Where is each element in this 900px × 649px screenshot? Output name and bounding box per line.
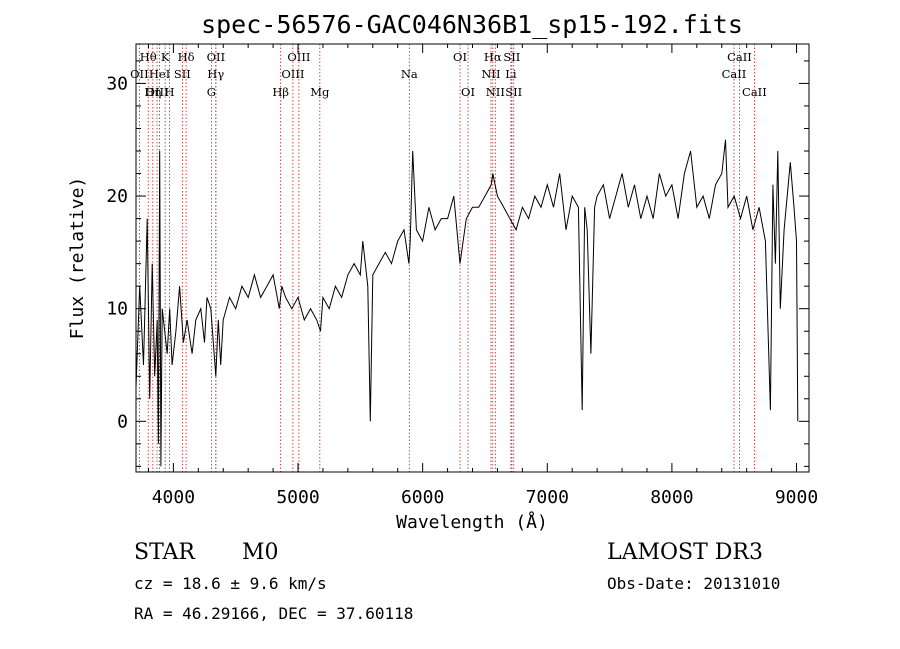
spectral-line-label-8: Hδ (178, 50, 195, 64)
obs-date-readout: Obs-Date: 20131010 (607, 574, 780, 593)
spectral-line-label-27: CaII (742, 85, 767, 99)
spectral-line-label-24: SII (505, 85, 522, 99)
spectral-line-label-18: OI (461, 85, 475, 99)
x-axis-label: Wavelength (Å) (396, 511, 548, 533)
spectral-line-label-25: CaII (727, 50, 752, 64)
x-tick-label-0: 4000 (152, 487, 195, 508)
x-tick-label-3: 7000 (526, 487, 569, 508)
redshift-readout: cz = 18.6 ± 9.6 km/s (134, 574, 327, 593)
spectral-line-label-6: SII (174, 67, 191, 81)
spectral-line-label-14: Hβ (272, 85, 289, 99)
y-axis-label: Flux (relative) (67, 177, 88, 340)
spectral-line-labels: Hθ OII OIII HeI K Hη SII H Hδ OII Hγ G OIII OIII Hβ Mg N… (130, 50, 767, 99)
spectral-line-label-9: OII (207, 50, 226, 64)
object-class: STAR (134, 540, 196, 565)
spectral-line-label-22: Li (505, 67, 517, 81)
y-tick-label-2: 20 (106, 186, 128, 207)
spectral-line-markers (138, 44, 755, 472)
survey-name: LAMOST DR3 (607, 540, 763, 565)
y-tick-label-1: 10 (106, 299, 128, 320)
object-subclass: M0 (242, 540, 279, 565)
spectral-line-label-5: Hη (144, 85, 161, 99)
spectral-line-label-21: NII (481, 67, 500, 81)
spectral-line-label-10: Hγ (207, 67, 224, 81)
spectral-line-label-12: OIII (287, 50, 310, 64)
chart-title: spec-56576-GAC046N36B1_sp15-192.fits (201, 10, 743, 39)
x-tick-label-2: 6000 (401, 487, 444, 508)
spectral-line-label-15: Mg (310, 85, 330, 99)
axis-tick-labels: 4000 5000 6000 7000 8000 9000 0 10 20 30 (106, 73, 818, 508)
spectral-line-label-23: NII (486, 85, 505, 99)
spectral-line-label-4: K (161, 50, 170, 64)
spectral-line-label-3: HeI (149, 67, 170, 81)
axis-ticks (136, 44, 809, 472)
spectral-line-label-1: OII (130, 67, 149, 81)
y-tick-label-3: 30 (106, 73, 128, 94)
spectral-line-label-26: CaII (722, 67, 747, 81)
spectral-line-label-11: G (207, 85, 216, 99)
spectral-line-label-0: Hθ (140, 50, 157, 64)
spectral-line-label-7: H (165, 85, 175, 99)
spectral-line-label-16: Na (401, 67, 418, 81)
spectral-line-label-2: OIII (146, 85, 169, 99)
x-tick-label-5: 9000 (775, 487, 818, 508)
x-tick-label-1: 5000 (276, 487, 319, 508)
spectral-line-label-13: OIII (281, 67, 304, 81)
spectral-line-label-17: OI (453, 50, 467, 64)
spectral-line-label-20: SII (503, 50, 520, 64)
plot-frame (135, 43, 810, 473)
spectral-line-label-19: Hα (484, 50, 502, 64)
spectrum-line (135, 139, 799, 467)
x-tick-label-4: 8000 (650, 487, 693, 508)
coordinates-readout: RA = 46.29166, DEC = 37.60118 (134, 604, 413, 623)
y-tick-label-0: 0 (117, 411, 128, 432)
